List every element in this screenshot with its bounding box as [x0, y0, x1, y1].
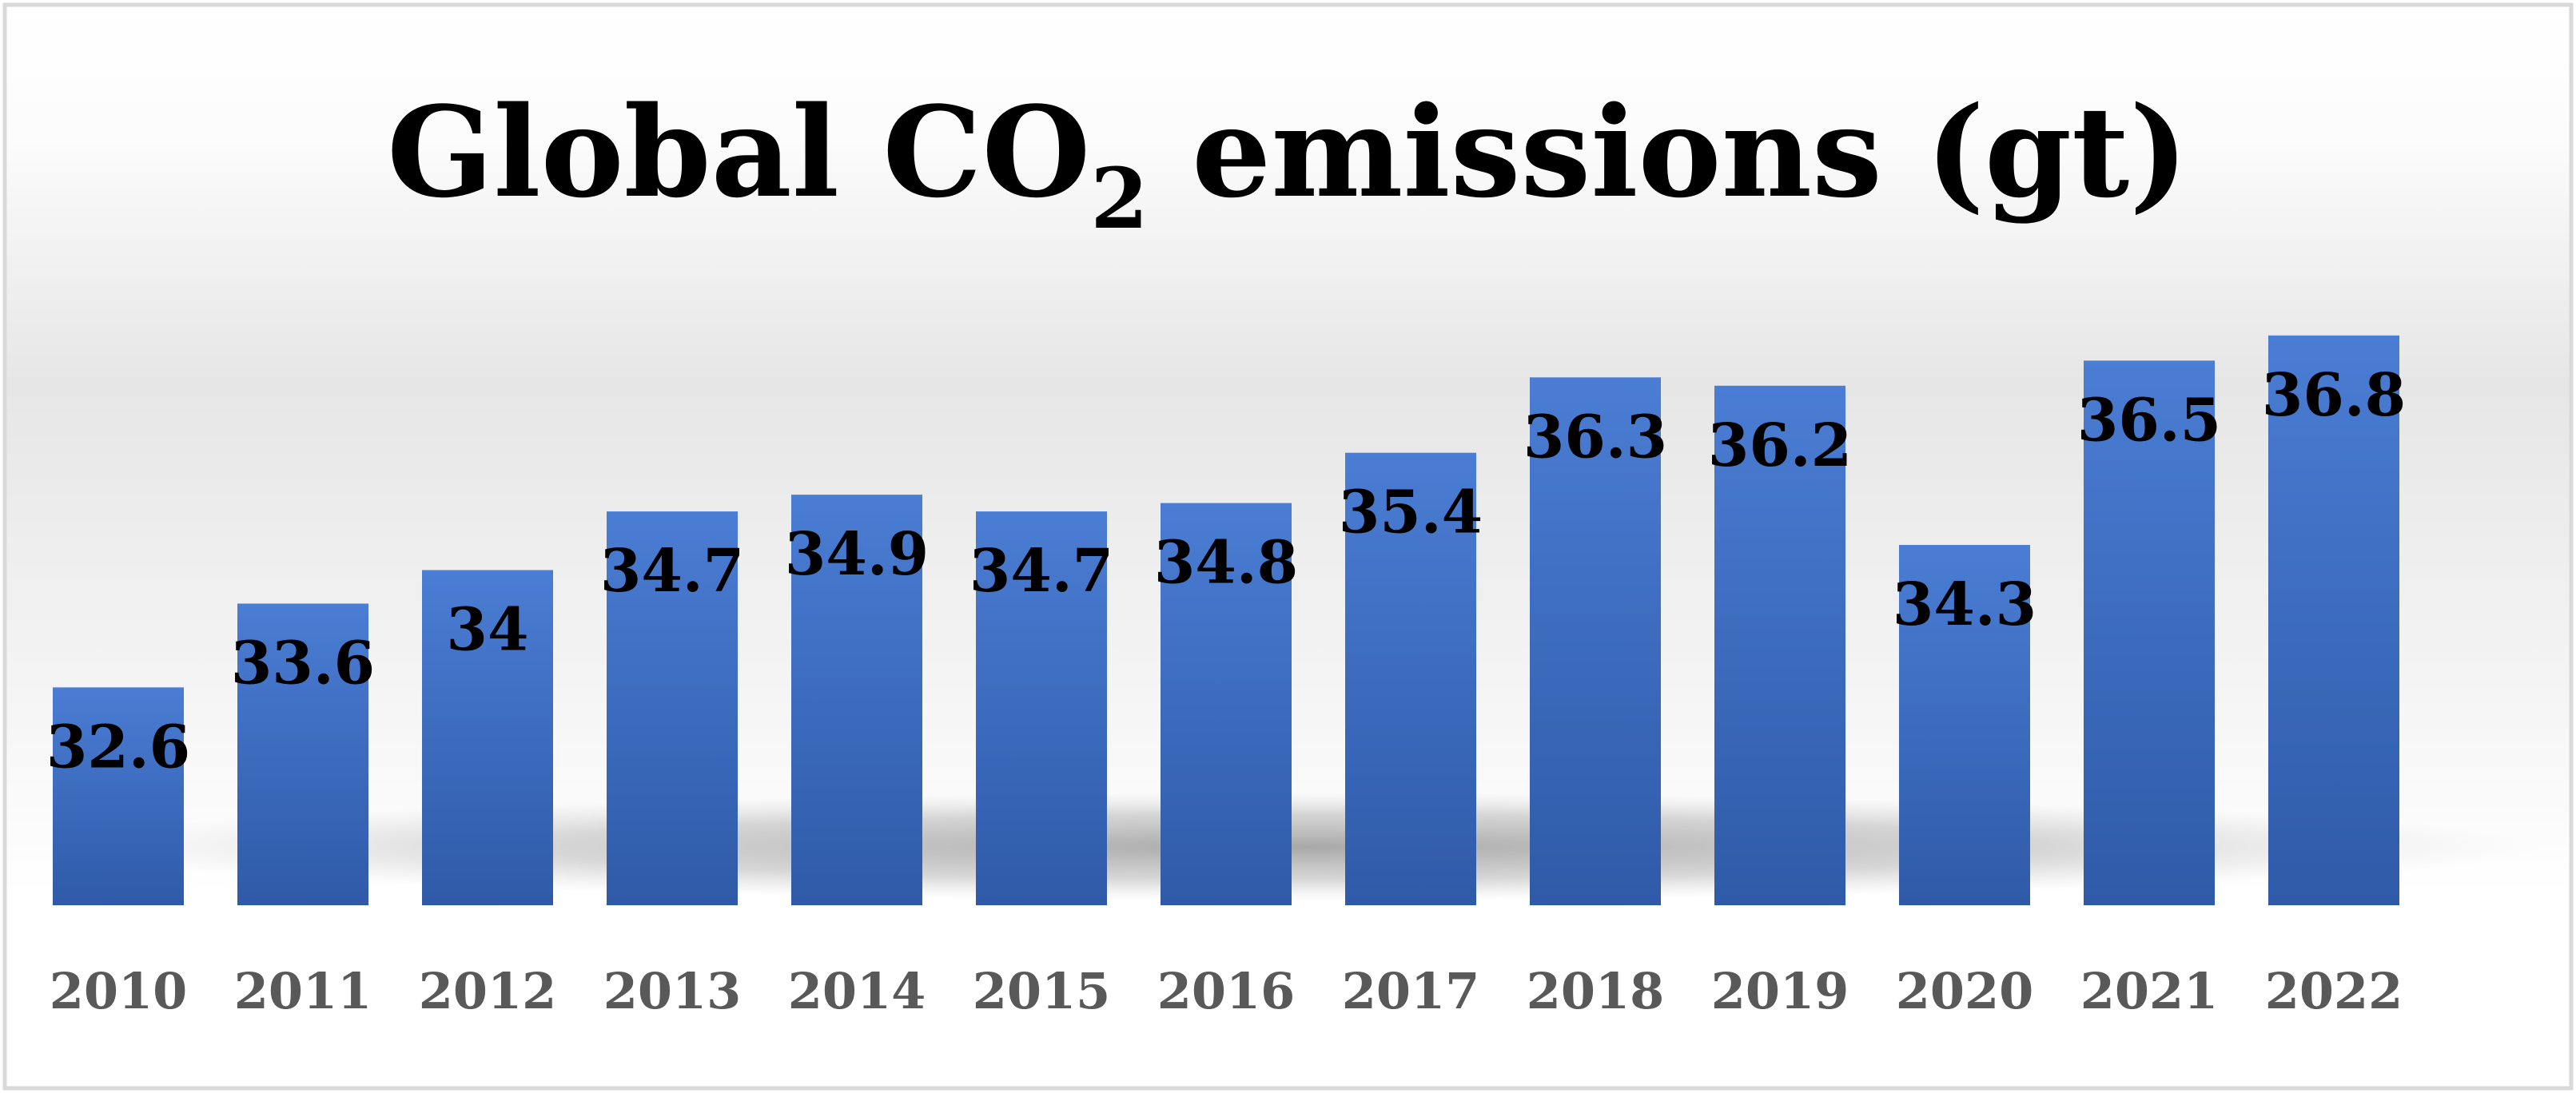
data-label-2010: 32.6 — [46, 713, 190, 781]
data-label-2012: 34 — [447, 596, 529, 665]
bar-2015 — [976, 511, 1107, 905]
bars-group — [53, 335, 2399, 905]
x-tick-2011: 2011 — [234, 962, 372, 1020]
x-tick-2019: 2019 — [1711, 962, 1849, 1020]
data-label-2021: 36.5 — [2077, 386, 2221, 455]
chart-title-subscript: 2 — [1090, 149, 1148, 248]
data-label-2022: 36.8 — [2262, 361, 2406, 430]
bar-2017 — [1345, 452, 1476, 905]
x-axis-ticks-group: 2010 2011 2012 2013 2014 2015 2016 2017 2018 2019… — [50, 962, 2403, 1020]
bar-2010 — [53, 687, 184, 905]
chart-title-suffix: emissions (gt) — [1149, 79, 2188, 225]
data-label-2013: 34.7 — [600, 537, 744, 606]
x-tick-2021: 2021 — [2080, 962, 2219, 1020]
x-tick-2018: 2018 — [1527, 962, 1665, 1020]
x-tick-2013: 2013 — [603, 962, 742, 1020]
bar-2020 — [1899, 545, 2030, 905]
data-label-2020: 34.3 — [1893, 570, 2037, 639]
chart-title: Global CO2 emissions (gt) — [387, 79, 2188, 248]
data-label-2011: 33.6 — [231, 629, 375, 698]
x-tick-2020: 2020 — [1896, 962, 2034, 1020]
bar-2022 — [2268, 335, 2399, 905]
chart-title-prefix: Global CO — [387, 79, 1090, 225]
x-tick-2017: 2017 — [1342, 962, 1480, 1020]
bar-2011 — [237, 603, 368, 905]
bar-2019 — [1714, 385, 1845, 905]
x-tick-2015: 2015 — [973, 962, 1111, 1020]
bar-2013 — [607, 511, 738, 905]
bar-2016 — [1161, 503, 1292, 905]
x-tick-2022: 2022 — [2265, 962, 2403, 1020]
data-label-2014: 34.9 — [785, 520, 929, 589]
bar-2012 — [422, 570, 553, 905]
bar-2021 — [2084, 360, 2215, 905]
data-label-2015: 34.7 — [969, 537, 1113, 606]
x-tick-2014: 2014 — [788, 962, 926, 1020]
data-label-2016: 34.8 — [1154, 529, 1298, 598]
x-tick-2010: 2010 — [50, 962, 188, 1020]
data-label-2019: 36.2 — [1708, 411, 1852, 480]
data-label-2017: 35.4 — [1339, 479, 1483, 547]
x-tick-2012: 2012 — [419, 962, 557, 1020]
bar-2018 — [1530, 377, 1661, 905]
bar-2014 — [791, 495, 922, 905]
data-label-2018: 36.3 — [1523, 403, 1667, 471]
data-labels-group: 32.6 33.6 34 34.7 34.9 34.7 34.8 35.4 36.3 36.2 34… — [46, 361, 2406, 781]
x-tick-2016: 2016 — [1157, 962, 1296, 1020]
